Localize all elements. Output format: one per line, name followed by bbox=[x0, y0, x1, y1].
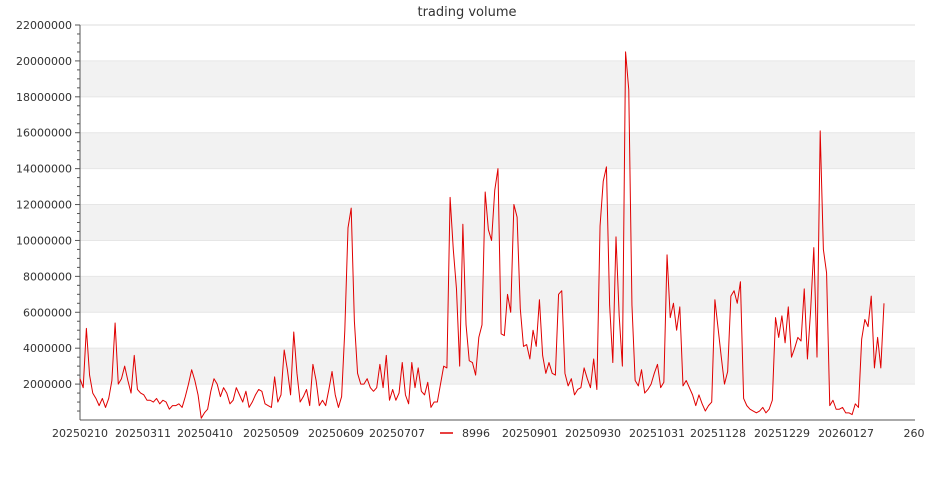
y-axis-tick-label: 6000000 bbox=[23, 306, 72, 319]
x-axis-tick-label: 20250410 bbox=[177, 427, 233, 440]
y-axis-tick-label: 8000000 bbox=[23, 270, 72, 283]
x-axis-tick-label: 260 bbox=[904, 427, 925, 440]
y-axis-tick-label: 2000000 bbox=[23, 378, 72, 391]
series-layer bbox=[79, 51, 885, 419]
y-axis-tick-labels: 2000000 4000000 6000000 8000000 10000000 1200… bbox=[16, 19, 72, 391]
x-axis-tick-label: 20251229 bbox=[754, 427, 810, 440]
grid-band bbox=[80, 204, 915, 241]
x-axis-tick-label: 20250707 bbox=[369, 427, 425, 440]
x-axis-tick-label: 20260127 bbox=[818, 427, 874, 440]
grid-bands bbox=[80, 24, 915, 385]
grid-band bbox=[80, 348, 915, 385]
y-axis-tick-label: 18000000 bbox=[16, 91, 72, 104]
y-axis-tick-label: 16000000 bbox=[16, 127, 72, 140]
y-axis-tick-label: 12000000 bbox=[16, 199, 72, 212]
x-axis-tick-label: 20250509 bbox=[243, 427, 299, 440]
y-axis-tick-label: 20000000 bbox=[16, 55, 72, 68]
x-axis-tick-label: 20250930 bbox=[565, 427, 621, 440]
x-axis-tick-labels: 20250210 20250311 20250410 20250509 20250609… bbox=[52, 427, 925, 440]
x-axis-tick-label: 20250901 bbox=[502, 427, 558, 440]
x-axis-tick-label: 20250311 bbox=[115, 427, 171, 440]
grid-band bbox=[80, 132, 915, 169]
y-axis-tick-label: 4000000 bbox=[23, 342, 72, 355]
x-axis-tick-label: 20251128 bbox=[690, 427, 746, 440]
y-axis-tick-label: 22000000 bbox=[16, 19, 72, 32]
x-axis-tick-label: 20250609 bbox=[308, 427, 364, 440]
x-axis-tick-label: 20250210 bbox=[52, 427, 108, 440]
chart-title: trading volume bbox=[417, 5, 516, 20]
y-axis-ticks bbox=[75, 24, 80, 412]
legend: 8996 bbox=[440, 427, 490, 440]
y-axis-tick-label: 14000000 bbox=[16, 163, 72, 176]
y-axis-tick-label: 10000000 bbox=[16, 234, 72, 247]
grid-band bbox=[80, 60, 915, 97]
series-line-8996 bbox=[79, 51, 885, 419]
x-axis-tick-label: 20251031 bbox=[629, 427, 685, 440]
legend-label-8996: 8996 bbox=[462, 427, 490, 440]
grid-band bbox=[80, 276, 915, 313]
